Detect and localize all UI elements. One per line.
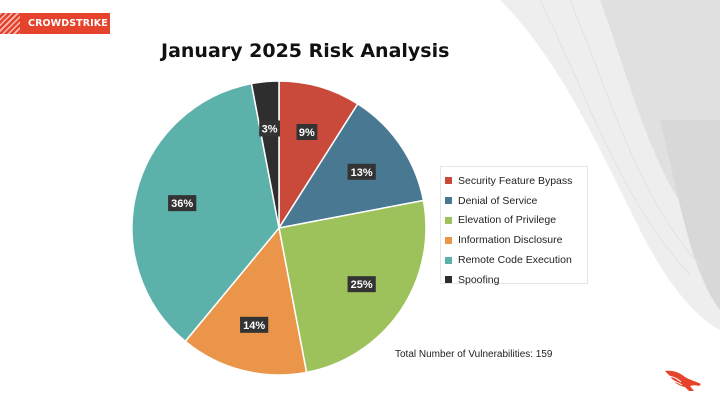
legend-label: Remote Code Execution — [458, 254, 572, 267]
falcon-icon — [665, 370, 701, 391]
legend-label: Information Disclosure — [458, 234, 563, 247]
pie-slice-remote-code-execution — [131, 82, 280, 343]
data-label-elevation-of-privilege: 25% — [347, 276, 376, 293]
total-vulnerabilities-note: Total Number of Vulnerabilities: 159 — [395, 349, 553, 360]
data-label-security-feature-bypass: 9% — [296, 124, 318, 141]
legend-item-denial-of-service: Denial of Service — [445, 191, 587, 211]
data-label-information-disclosure: 14% — [240, 316, 269, 333]
legend-label: Denial of Service — [458, 194, 538, 207]
logo-hatch-mark — [0, 13, 20, 34]
chart-legend: Security Feature Bypass Denial of Service… — [440, 166, 588, 286]
legend-item-remote-code-execution: Remote Code Execution — [445, 250, 587, 270]
legend-label: Security Feature Bypass — [458, 174, 573, 187]
pie-slice-spoofing — [250, 80, 280, 229]
svg-text:25%: 25% — [351, 279, 373, 291]
legend-swatch — [445, 197, 452, 205]
legend-swatch — [445, 216, 452, 224]
svg-text:3%: 3% — [262, 123, 278, 135]
legend-item-spoofing: Spoofing — [445, 270, 587, 290]
legend-swatch — [445, 276, 452, 284]
svg-text:13%: 13% — [351, 167, 373, 179]
chart-title: January 2025 Risk Analysis — [161, 40, 450, 62]
legend-label: Spoofing — [458, 273, 500, 286]
data-label-spoofing: 3% — [259, 120, 280, 137]
legend-item-elevation-of-privilege: Elevation of Privilege — [445, 211, 587, 231]
legend-swatch — [445, 177, 452, 185]
crowdstrike-logo: CROWDSTRIKE — [0, 13, 110, 34]
pie-slice-security-feature-bypass — [278, 80, 359, 231]
pie-slice-information-disclosure — [184, 226, 308, 376]
data-label-denial-of-service: 13% — [347, 163, 376, 180]
legend-swatch — [445, 236, 452, 244]
svg-text:14%: 14% — [243, 320, 265, 332]
svg-text:9%: 9% — [299, 127, 315, 139]
legend-swatch — [445, 256, 452, 264]
logo-text: CROWDSTRIKE — [28, 18, 108, 29]
legend-item-security-feature-bypass: Security Feature Bypass — [445, 171, 587, 191]
legend-item-information-disclosure: Information Disclosure — [445, 230, 587, 250]
data-label-remote-code-execution: 36% — [168, 195, 197, 212]
legend-label: Elevation of Privilege — [458, 214, 557, 227]
svg-text:36%: 36% — [171, 198, 193, 210]
